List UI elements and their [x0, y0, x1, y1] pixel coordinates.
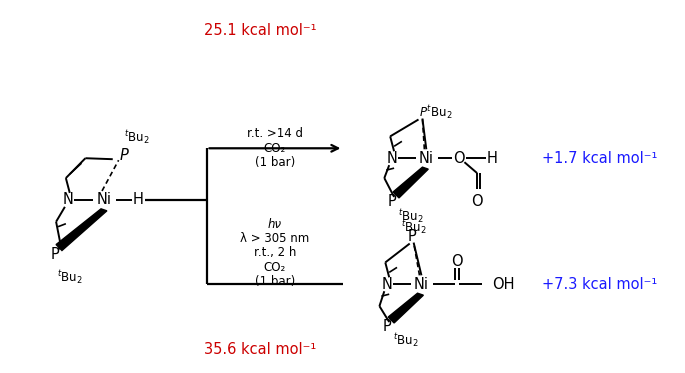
Text: λ > 305 nm: λ > 305 nm — [240, 232, 310, 245]
Text: O: O — [453, 151, 464, 166]
Text: r.t., 2 h: r.t., 2 h — [253, 246, 296, 259]
Text: H: H — [133, 192, 144, 207]
Text: +7.3 kcal mol⁻¹: +7.3 kcal mol⁻¹ — [542, 277, 657, 292]
Text: $^t$Bu$_2$: $^t$Bu$_2$ — [125, 129, 150, 146]
Polygon shape — [56, 209, 107, 251]
Text: P: P — [388, 194, 397, 209]
Text: $^t$Bu$_2$: $^t$Bu$_2$ — [57, 269, 83, 286]
Text: Ni: Ni — [414, 277, 429, 292]
Text: O: O — [471, 194, 483, 209]
Text: r.t. >14 d: r.t. >14 d — [247, 127, 303, 140]
Text: O: O — [451, 254, 462, 269]
Text: hν: hν — [268, 218, 282, 231]
Text: CO₂: CO₂ — [264, 261, 286, 274]
Text: P: P — [408, 229, 416, 244]
Polygon shape — [393, 167, 428, 198]
Text: (1 bar): (1 bar) — [255, 156, 295, 169]
Text: N: N — [62, 192, 73, 207]
Text: P: P — [51, 247, 60, 262]
Text: +1.7 kcal mol⁻¹: +1.7 kcal mol⁻¹ — [542, 151, 657, 166]
Text: $^t$Bu$_2$: $^t$Bu$_2$ — [393, 331, 419, 349]
Polygon shape — [388, 293, 423, 323]
Text: $^t$Bu$_2$: $^t$Bu$_2$ — [398, 207, 424, 225]
Text: CO₂: CO₂ — [264, 142, 286, 155]
Text: H: H — [486, 151, 497, 166]
Text: OH: OH — [492, 277, 514, 292]
Text: 25.1 kcal mol⁻¹: 25.1 kcal mol⁻¹ — [204, 23, 316, 38]
Text: $^t$Bu$_2$: $^t$Bu$_2$ — [401, 218, 427, 235]
Text: Ni: Ni — [419, 151, 434, 166]
Text: P: P — [383, 319, 392, 335]
Text: (1 bar): (1 bar) — [255, 275, 295, 288]
Text: N: N — [382, 277, 393, 292]
Text: 35.6 kcal mol⁻¹: 35.6 kcal mol⁻¹ — [204, 342, 316, 357]
Text: $P$: $P$ — [119, 147, 129, 163]
Text: $P^t$Bu$_2$: $P^t$Bu$_2$ — [419, 104, 452, 121]
Text: Ni: Ni — [97, 192, 112, 207]
Text: N: N — [387, 151, 397, 166]
